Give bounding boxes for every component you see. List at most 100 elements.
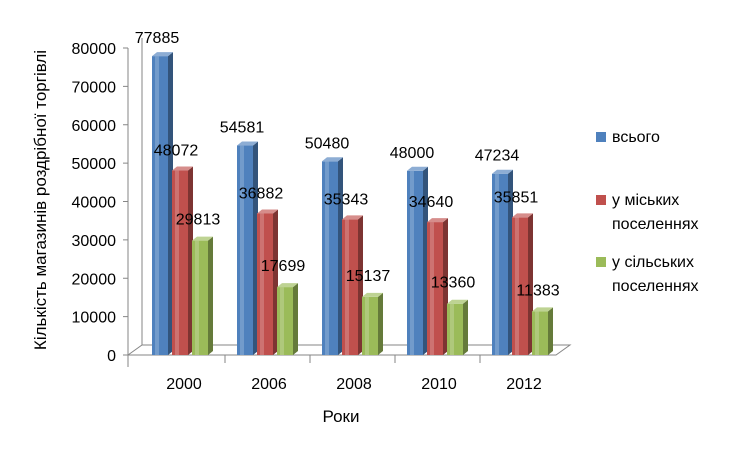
bar-side-face xyxy=(188,166,193,355)
bar xyxy=(257,209,278,355)
bar-top-face xyxy=(447,299,468,304)
y-tick-label: 0 xyxy=(107,348,116,365)
bar-front-face xyxy=(447,303,463,355)
data-label: 48000 xyxy=(390,145,435,162)
bar xyxy=(192,236,213,355)
legend-label: поселеннях xyxy=(612,216,699,233)
legend-item: у сільських поселеннях xyxy=(596,254,699,295)
bar-highlight xyxy=(535,311,539,355)
bar xyxy=(152,52,173,356)
data-label: 48072 xyxy=(154,143,199,160)
bar-side-face xyxy=(273,209,278,355)
x-tick-label: 2006 xyxy=(251,376,287,393)
bar-front-face xyxy=(277,287,293,355)
bar-top-face xyxy=(257,209,278,214)
legend-item: у міських поселеннях xyxy=(596,192,699,233)
bar-top-face xyxy=(152,52,173,57)
data-label: 36882 xyxy=(239,185,284,202)
bar xyxy=(407,166,428,355)
bar xyxy=(172,166,193,355)
legend-swatch xyxy=(596,132,606,142)
x-tick-label: 2008 xyxy=(336,376,372,393)
data-label: 77885 xyxy=(135,30,180,47)
bar-highlight xyxy=(430,222,434,355)
bar-top-face xyxy=(362,292,383,297)
bar-front-face xyxy=(257,213,273,355)
bar-top-face xyxy=(342,215,363,220)
bar-side-face xyxy=(378,292,383,355)
bar-top-face xyxy=(172,166,193,171)
bar-front-face xyxy=(237,145,253,355)
bar-highlight xyxy=(450,303,454,355)
bar-front-face xyxy=(362,296,378,355)
y-axis-title: Кількість магазинів роздрібної торгівлі xyxy=(31,50,50,350)
bar-side-face xyxy=(443,218,448,355)
bar-top-face xyxy=(532,307,553,312)
bar xyxy=(532,307,553,355)
x-tick-label: 2012 xyxy=(506,376,542,393)
x-tick-label: 2010 xyxy=(421,376,457,393)
bar-top-face xyxy=(492,169,513,174)
bar-highlight xyxy=(155,56,159,356)
bar xyxy=(427,218,448,355)
x-tick-label: 2000 xyxy=(166,376,202,393)
data-labels-layer: 77885 54581 50480 48000 47234 48072 36882 35343… xyxy=(135,30,560,299)
data-label: 47234 xyxy=(475,148,520,165)
bar-side-face xyxy=(463,299,468,355)
bar-top-face xyxy=(407,166,428,171)
bar-highlight xyxy=(495,173,499,355)
bar-side-face xyxy=(253,141,258,355)
bar xyxy=(512,213,533,355)
data-label: 13360 xyxy=(431,275,476,292)
data-label: 15137 xyxy=(346,268,391,285)
bar-side-face xyxy=(528,213,533,355)
y-tick-label: 50000 xyxy=(72,156,117,173)
y-tick-label: 80000 xyxy=(72,41,117,58)
data-label: 50480 xyxy=(305,135,350,152)
y-tick-label: 70000 xyxy=(72,79,117,96)
bar-front-face xyxy=(172,170,188,355)
bar-front-face xyxy=(342,219,358,355)
y-tick-label: 30000 xyxy=(72,233,117,250)
bar-highlight xyxy=(515,217,519,355)
bar-front-face xyxy=(152,56,168,356)
y-tick-label: 60000 xyxy=(72,118,117,135)
bar-highlight xyxy=(240,145,244,355)
data-label: 17699 xyxy=(261,258,306,275)
data-label: 35851 xyxy=(494,189,539,206)
data-label: 54581 xyxy=(220,120,265,137)
bars-layer xyxy=(152,52,553,356)
legend: всього у міських поселеннях у сільських посе… xyxy=(596,129,699,295)
bar-side-face xyxy=(293,283,298,355)
bar-side-face xyxy=(208,236,213,355)
data-label: 34640 xyxy=(409,194,454,211)
bar-highlight xyxy=(365,296,369,355)
bar xyxy=(277,283,298,355)
bar-top-face xyxy=(512,213,533,218)
legend-swatch xyxy=(596,195,606,205)
bar-side-face xyxy=(168,52,173,356)
bar-highlight xyxy=(175,170,179,355)
bar xyxy=(322,157,343,355)
legend-item: всього xyxy=(596,129,660,146)
bar-top-face xyxy=(277,283,298,288)
bar-side-face xyxy=(423,166,428,355)
bar-highlight xyxy=(325,161,329,355)
legend-label: у міських xyxy=(612,192,679,209)
bar-front-face xyxy=(322,161,338,355)
legend-swatch xyxy=(596,257,606,267)
bar-highlight xyxy=(280,287,284,355)
bar xyxy=(447,299,468,355)
legend-label: всього xyxy=(612,129,660,146)
bar-top-face xyxy=(427,218,448,223)
bar xyxy=(492,169,513,355)
y-tick-label: 10000 xyxy=(72,310,117,327)
bar-side-face xyxy=(508,169,513,355)
legend-label: поселеннях xyxy=(612,278,699,295)
bar-side-face xyxy=(338,157,343,355)
data-label: 29813 xyxy=(176,212,221,229)
y-tick-label: 40000 xyxy=(72,195,117,212)
bar-top-face xyxy=(237,141,258,146)
